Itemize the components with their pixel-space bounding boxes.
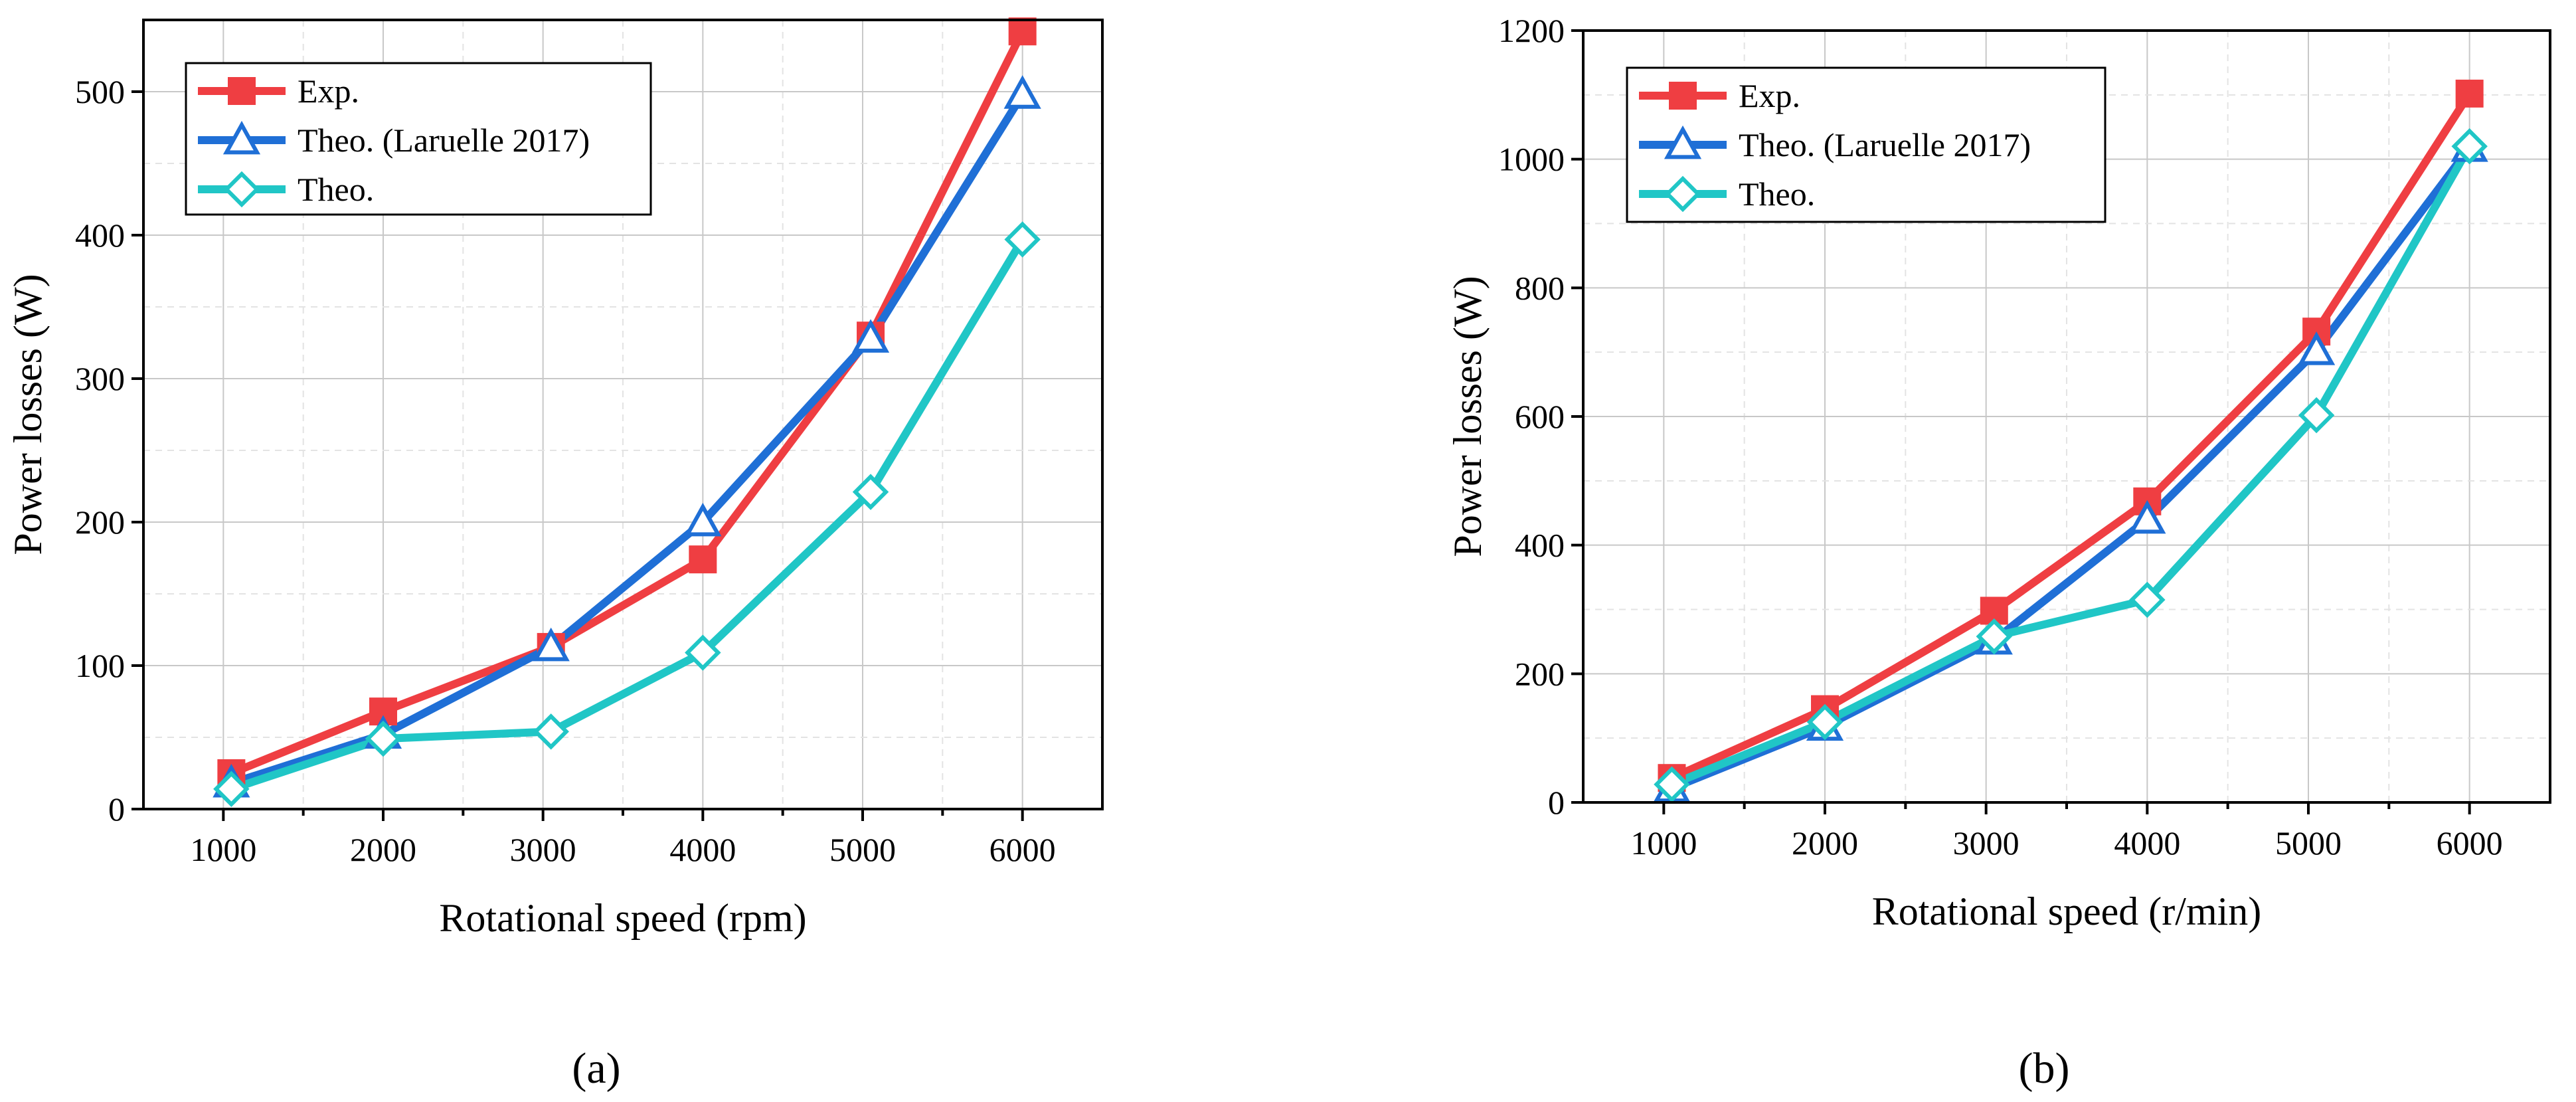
y-axis-label: Power losses (W) xyxy=(6,274,50,555)
data-point-series-2 xyxy=(1806,703,1844,741)
x-tick-label: 6000 xyxy=(989,831,1056,868)
legend-label: Theo. (Laruelle 2017) xyxy=(298,122,590,159)
series-line-0 xyxy=(1668,89,2474,782)
legend-label: Theo. (Laruelle 2017) xyxy=(1739,126,2031,163)
data-point-series-2 xyxy=(685,634,721,671)
data-point-series-2 xyxy=(365,720,402,757)
data-point-series-0 xyxy=(1008,17,1037,46)
x-tick-label: 3000 xyxy=(510,831,576,868)
x-tick-label: 6000 xyxy=(2437,824,2503,862)
data-point-series-1 xyxy=(684,502,722,537)
data-point-series-2 xyxy=(1004,221,1041,258)
chart-b: 1000 2000 3000 4000 5000 6000 0 200 400 600 800 100… xyxy=(1446,12,2551,1093)
subfigure-label: (a) xyxy=(572,1044,620,1093)
legend-marker-0 xyxy=(1669,82,1697,110)
legend-label: Theo. xyxy=(1739,175,1815,213)
y-tick-label: 100 xyxy=(75,647,125,684)
y-tick-label: 1200 xyxy=(1498,12,1565,49)
series-line-1 xyxy=(227,90,1027,788)
x-tick-label: 2000 xyxy=(1792,824,1858,862)
series-line-0 xyxy=(227,27,1027,777)
plot-frame xyxy=(1582,29,2551,804)
legend: Exp. Theo. (Laruelle 2017) Theo. xyxy=(185,62,652,216)
y-tick-label: 400 xyxy=(75,217,125,254)
data-point-series-2 xyxy=(213,771,250,808)
data-point-series-0 xyxy=(689,545,717,574)
plot-frame xyxy=(142,19,1104,810)
y-tick-label: 600 xyxy=(1515,398,1565,435)
x-axis-label: Rotational speed (rpm) xyxy=(439,896,806,940)
data-point-series-2 xyxy=(1976,618,2013,655)
x-tick-label: 1000 xyxy=(1630,824,1697,862)
data-point-series-2 xyxy=(1654,766,1690,803)
y-tick-label: 300 xyxy=(75,360,125,397)
y-tick-label: 0 xyxy=(1548,784,1565,821)
data-point-series-2 xyxy=(2129,581,2166,618)
x-axis-label: Rotational speed (r/min) xyxy=(1872,889,2262,933)
legend-label: Exp. xyxy=(298,72,359,110)
ticks: 1000 2000 3000 4000 5000 6000 0 200 400 600 800 100… xyxy=(1498,12,2503,862)
x-tick-label: 5000 xyxy=(829,831,896,868)
legend: Exp. Theo. (Laruelle 2017) Theo. xyxy=(1626,66,2106,223)
y-tick-label: 400 xyxy=(1515,527,1565,564)
legend-marker-1 xyxy=(222,120,261,155)
data-point-series-2 xyxy=(533,713,569,750)
y-tick-label: 200 xyxy=(75,504,125,541)
legend-label: Exp. xyxy=(1739,77,1800,114)
data-point-series-0 xyxy=(2455,79,2484,108)
y-tick-label: 500 xyxy=(75,73,125,110)
data-point-series-2 xyxy=(2298,397,2335,434)
series-line-1 xyxy=(1668,143,2474,792)
ticks: 1000 2000 3000 4000 5000 6000 0 100 200 300 400 500 xyxy=(75,73,1056,868)
data-point-series-1 xyxy=(1003,75,1041,109)
legend-marker-2 xyxy=(223,171,260,208)
y-tick-label: 800 xyxy=(1515,269,1565,306)
chart-a: 1000 2000 3000 4000 5000 6000 0 100 200 300 400 500… xyxy=(6,17,1104,1093)
data-point-series-2 xyxy=(2451,128,2488,165)
subfigure-label: (b) xyxy=(2019,1044,2070,1093)
x-tick-label: 1000 xyxy=(190,831,256,868)
legend-label: Theo. xyxy=(298,171,374,208)
legend-marker-0 xyxy=(228,77,256,105)
y-tick-label: 200 xyxy=(1515,655,1565,692)
y-tick-label: 1000 xyxy=(1498,141,1565,178)
x-tick-label: 5000 xyxy=(2275,824,2342,862)
legend-marker-1 xyxy=(1664,125,1702,159)
x-tick-label: 3000 xyxy=(1953,824,2019,862)
data-point-series-1 xyxy=(2128,500,2166,534)
data-point-series-1 xyxy=(2298,331,2336,365)
series-line-2 xyxy=(227,235,1027,793)
y-tick-label: 0 xyxy=(108,790,125,828)
data-point-series-1 xyxy=(851,319,890,353)
x-tick-label: 2000 xyxy=(350,831,416,868)
data-point-series-1 xyxy=(532,627,570,662)
series-line-2 xyxy=(1668,142,2474,788)
x-tick-label: 4000 xyxy=(669,831,736,868)
data-point-series-2 xyxy=(852,474,889,510)
x-tick-label: 4000 xyxy=(2114,824,2180,862)
y-axis-label: Power losses (W) xyxy=(1446,276,1490,557)
legend-marker-2 xyxy=(1664,175,1701,213)
